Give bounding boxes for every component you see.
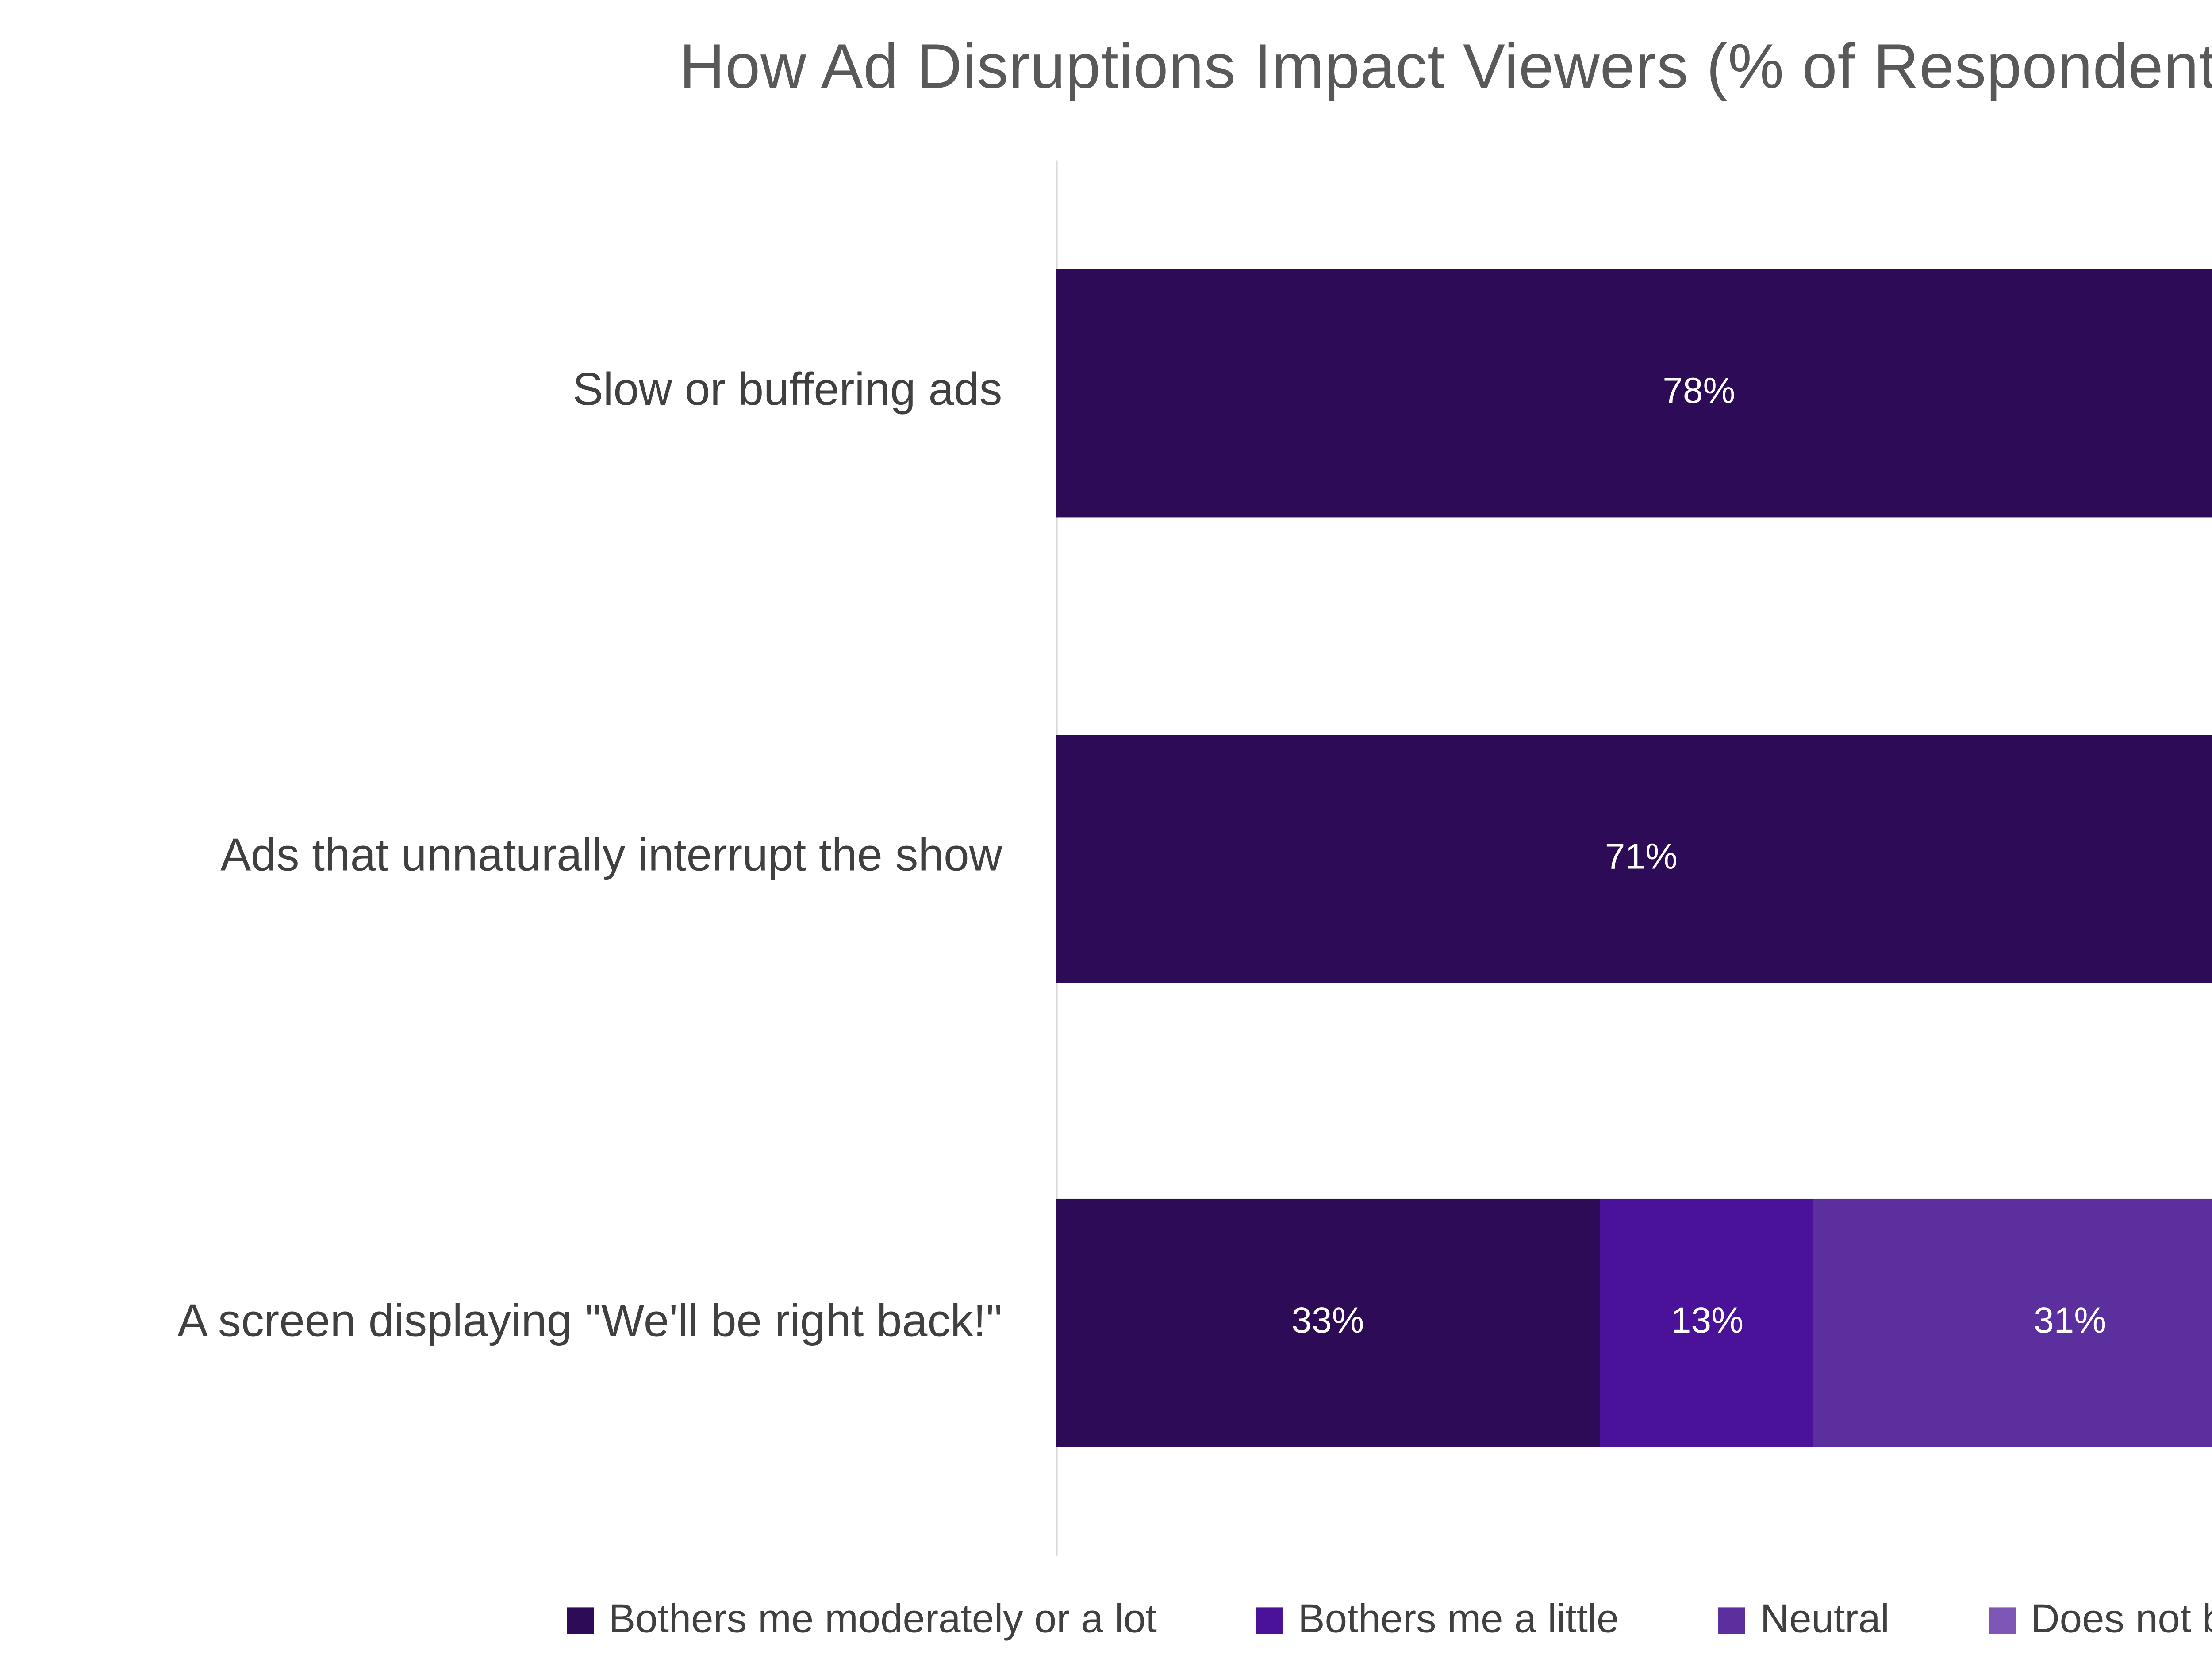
legend-item: Bothers me moderately or a lot bbox=[566, 1598, 1157, 1644]
bar-row: A screen displaying "We'll be right back… bbox=[0, 1091, 2212, 1555]
plot-area: Slow or buffering ads 78%11%7%4% Ads that … bbox=[0, 160, 2212, 1555]
data-label: 71% bbox=[1605, 837, 1678, 877]
chart-title: How Ad Disruptions Impact Viewers (% of … bbox=[679, 31, 2212, 101]
bar-segment: 78% bbox=[1056, 269, 2212, 517]
data-label: 33% bbox=[1291, 1302, 1364, 1343]
bar-track: 71%13%10%6% bbox=[1056, 734, 2212, 983]
legend-swatch bbox=[1989, 1607, 2016, 1634]
legend-swatch bbox=[566, 1607, 594, 1634]
bar-segment: 31% bbox=[1814, 1199, 2212, 1448]
legend-label: Bothers me moderately or a lot bbox=[608, 1598, 1157, 1642]
category-label: A screen displaying "We'll be right back… bbox=[177, 1296, 1002, 1348]
legend-swatch bbox=[1718, 1607, 1745, 1634]
bar-track: 78%11%7%4% bbox=[1056, 269, 2212, 517]
legend: Bothers me moderately or a lot Bothers me… bbox=[0, 1598, 2212, 1644]
bar-row: Ads that unnaturally interrupt the show 7… bbox=[0, 626, 2212, 1091]
bar-segment: 33% bbox=[1056, 1199, 1600, 1448]
legend-label: Neutral bbox=[1760, 1598, 1889, 1642]
legend-label: Does not bother me bbox=[2031, 1598, 2212, 1642]
legend-swatch bbox=[1256, 1607, 1283, 1634]
legend-item: Does not bother me bbox=[1989, 1598, 2212, 1644]
legend-item: Bothers me a little bbox=[1256, 1598, 1619, 1644]
legend-label: Bothers me a little bbox=[1298, 1598, 1619, 1642]
category-label: Ads that unnaturally interrupt the show bbox=[220, 830, 1002, 883]
legend-item: Neutral bbox=[1718, 1598, 1889, 1644]
bar-row: Slow or buffering ads 78%11%7%4% bbox=[0, 160, 2212, 625]
category-label: Slow or buffering ads bbox=[572, 365, 1002, 417]
bar-segment: 13% bbox=[1600, 1199, 1815, 1448]
bar-segment: 71% bbox=[1056, 734, 2212, 983]
data-label: 78% bbox=[1663, 372, 1736, 412]
bar-track: 33%13%31%23% bbox=[1056, 1199, 2212, 1448]
data-label: 31% bbox=[2034, 1302, 2107, 1343]
data-label: 13% bbox=[1671, 1302, 1743, 1343]
